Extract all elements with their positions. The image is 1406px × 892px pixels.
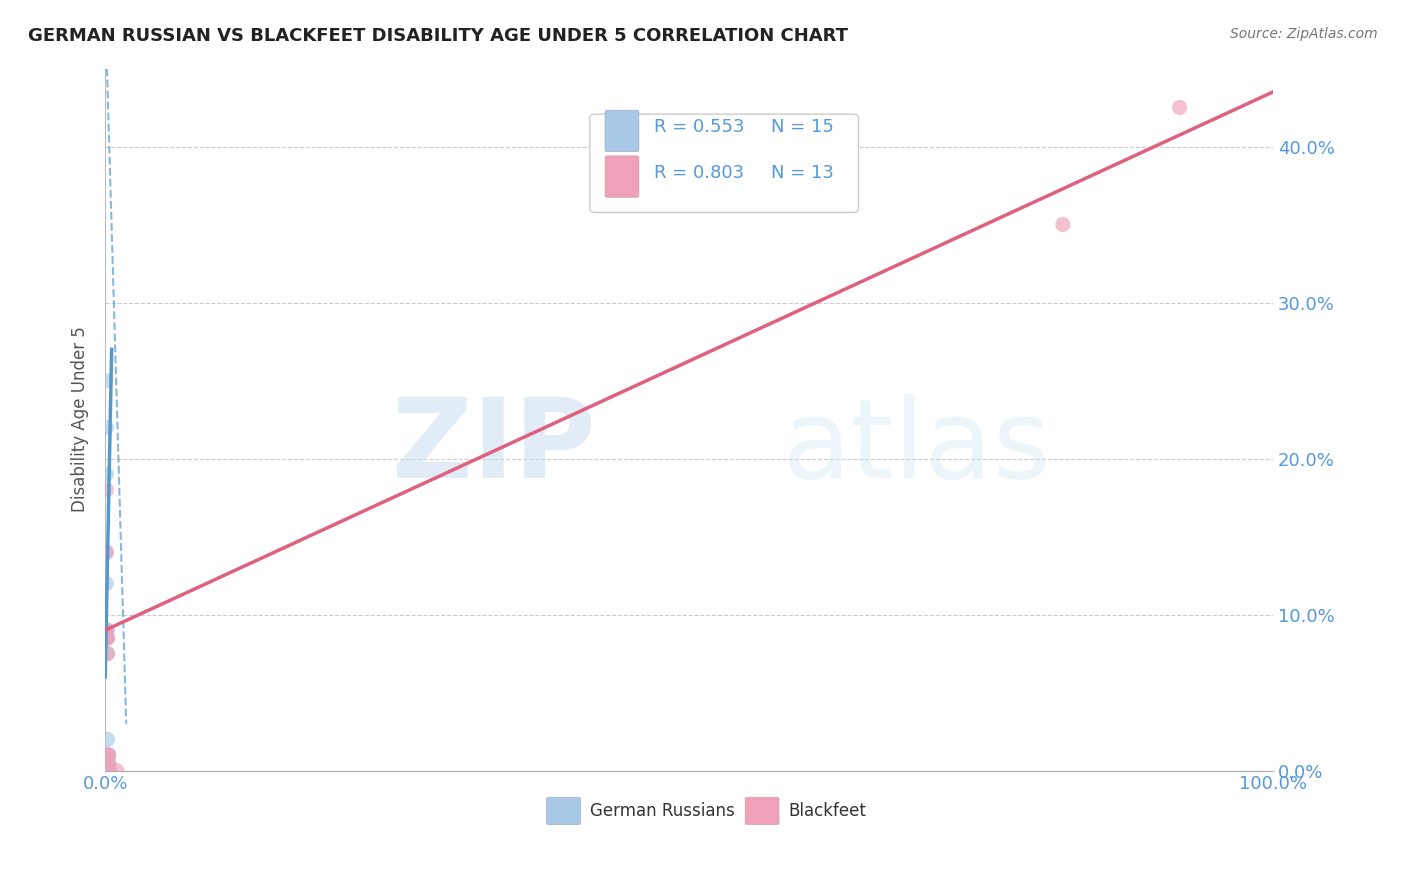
- Point: [97, 756, 120, 770]
- FancyBboxPatch shape: [547, 797, 581, 824]
- Text: Source: ZipAtlas.com: Source: ZipAtlas.com: [1230, 27, 1378, 41]
- Text: R = 0.803: R = 0.803: [654, 164, 744, 182]
- Y-axis label: Disability Age Under 5: Disability Age Under 5: [72, 326, 89, 513]
- Text: N = 13: N = 13: [770, 164, 834, 182]
- FancyBboxPatch shape: [605, 156, 638, 197]
- Text: R = 0.553: R = 0.553: [654, 119, 745, 136]
- Point: [96, 623, 118, 637]
- Point: [96, 545, 118, 559]
- Point: [96, 483, 118, 497]
- Text: Blackfeet: Blackfeet: [789, 802, 866, 820]
- Point: [96, 647, 118, 661]
- Point: [96, 631, 118, 645]
- Point: [98, 764, 121, 778]
- Point: [97, 747, 120, 762]
- Point: [97, 764, 120, 778]
- Point: [96, 747, 118, 762]
- Point: [96, 623, 118, 637]
- Text: atlas: atlas: [783, 394, 1052, 501]
- Point: [1052, 218, 1074, 232]
- Point: [96, 631, 118, 645]
- Point: [1168, 101, 1191, 115]
- Point: [94, 374, 117, 388]
- Point: [97, 756, 120, 770]
- Point: [96, 420, 118, 434]
- Point: [96, 647, 118, 661]
- Point: [97, 747, 120, 762]
- Point: [96, 467, 118, 482]
- Text: N = 15: N = 15: [770, 119, 834, 136]
- Text: German Russians: German Russians: [591, 802, 734, 820]
- Point: [96, 631, 118, 645]
- Point: [96, 732, 118, 747]
- Point: [96, 623, 118, 637]
- Text: ZIP: ZIP: [392, 394, 596, 501]
- FancyBboxPatch shape: [591, 114, 859, 212]
- Point: [96, 576, 118, 591]
- Point: [96, 545, 118, 559]
- FancyBboxPatch shape: [605, 111, 638, 152]
- Text: GERMAN RUSSIAN VS BLACKFEET DISABILITY AGE UNDER 5 CORRELATION CHART: GERMAN RUSSIAN VS BLACKFEET DISABILITY A…: [28, 27, 848, 45]
- Point: [96, 747, 118, 762]
- Point: [105, 764, 128, 778]
- FancyBboxPatch shape: [745, 797, 779, 824]
- Point: [97, 760, 120, 774]
